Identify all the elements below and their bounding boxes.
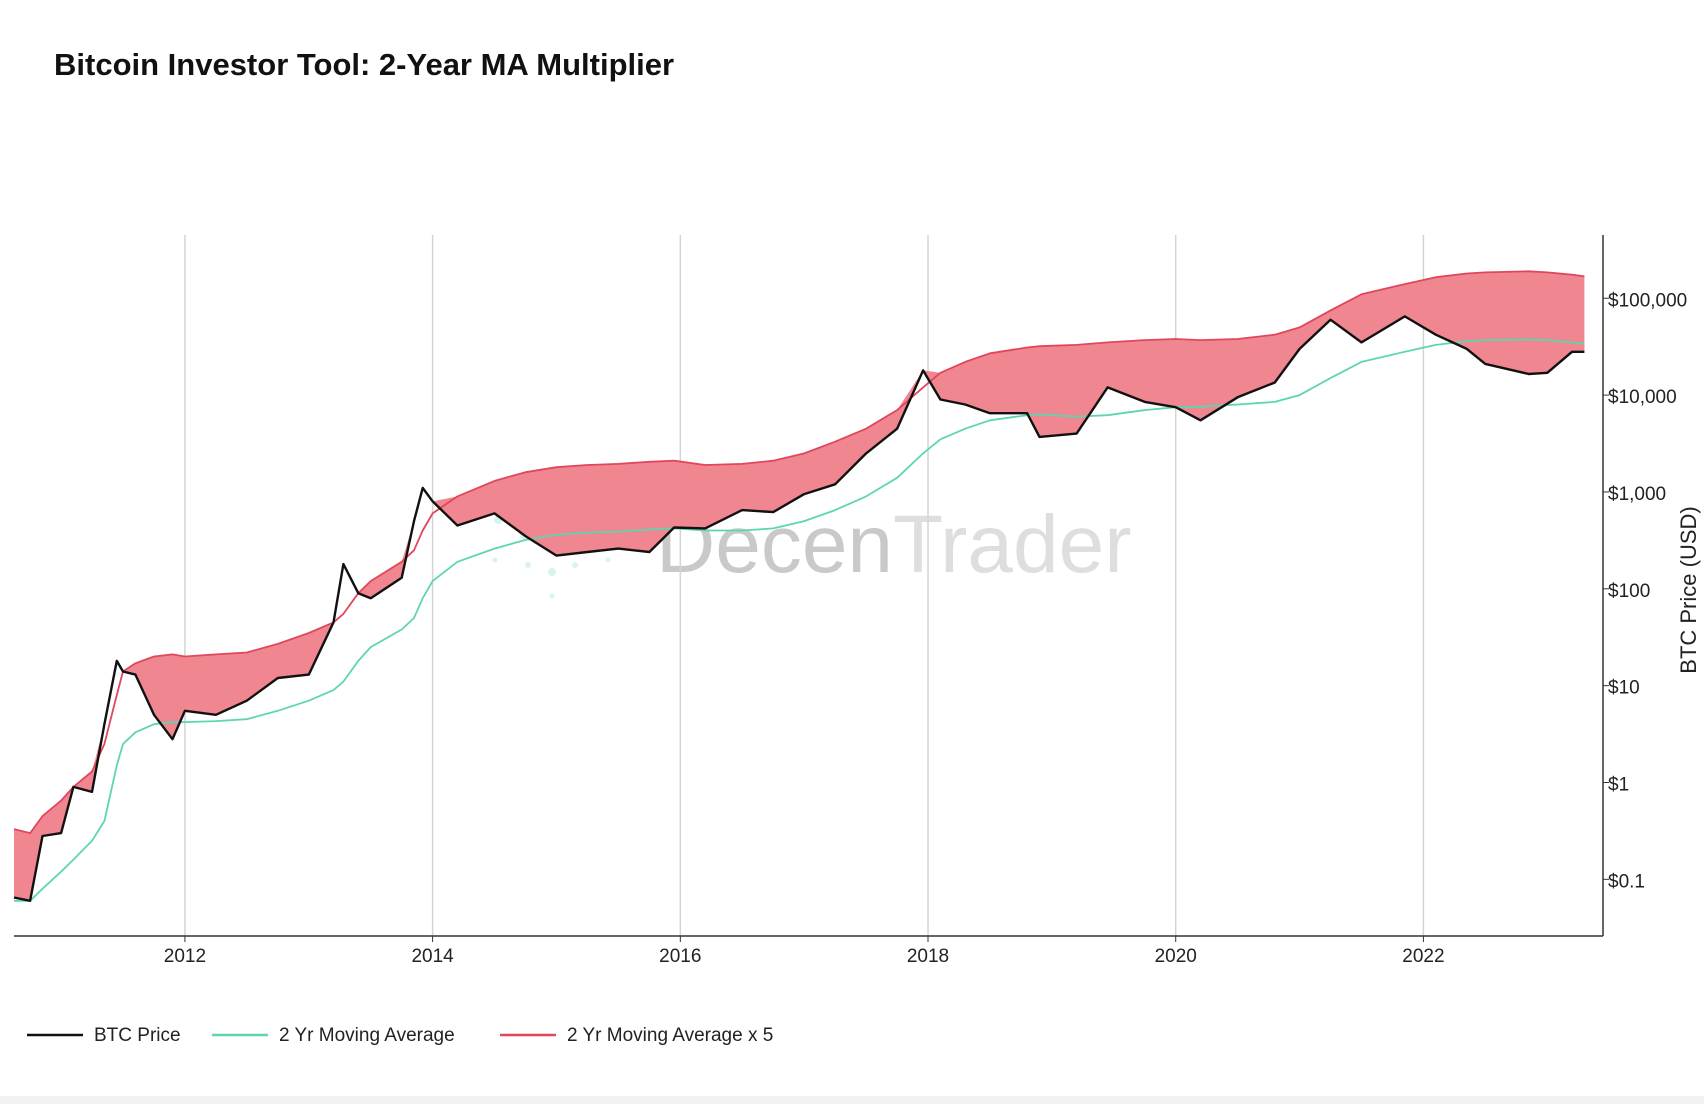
y-tick-label: $1,000 — [1608, 484, 1666, 505]
watermark: DecenTrader — [656, 499, 1132, 590]
y-tick-label: $10,000 — [1608, 387, 1677, 408]
y-axis-label: BTC Price (USD) — [1676, 506, 1701, 673]
y-tick-label: $1 — [1608, 775, 1629, 796]
legend-label: 2 Yr Moving Average — [279, 1025, 455, 1046]
legend-label: 2 Yr Moving Average x 5 — [567, 1025, 773, 1046]
x-tick-label: 2014 — [411, 946, 454, 967]
y-tick-label: $10 — [1608, 678, 1640, 699]
y-tick-label: $100 — [1608, 581, 1650, 602]
fill-below-ma — [14, 316, 1585, 901]
x-tick-label: 2020 — [1155, 946, 1197, 967]
y-tick-label: $100,000 — [1608, 290, 1687, 311]
x-tick-label: 2012 — [164, 946, 206, 967]
watermark-part: Trader — [893, 499, 1131, 590]
legend-label: BTC Price — [94, 1025, 181, 1046]
y-tick-label: $0.1 — [1608, 871, 1645, 892]
series-line — [13, 315, 1585, 902]
x-tick-label: 2016 — [659, 946, 701, 967]
x-tick-label: 2022 — [1402, 946, 1444, 967]
x-tick-label: 2018 — [907, 946, 949, 967]
chart-title: Bitcoin Investor Tool: 2-Year MA Multipl… — [54, 47, 674, 82]
footer-band — [0, 1096, 1704, 1104]
series-line — [13, 270, 1585, 834]
series-line — [14, 338, 1585, 902]
